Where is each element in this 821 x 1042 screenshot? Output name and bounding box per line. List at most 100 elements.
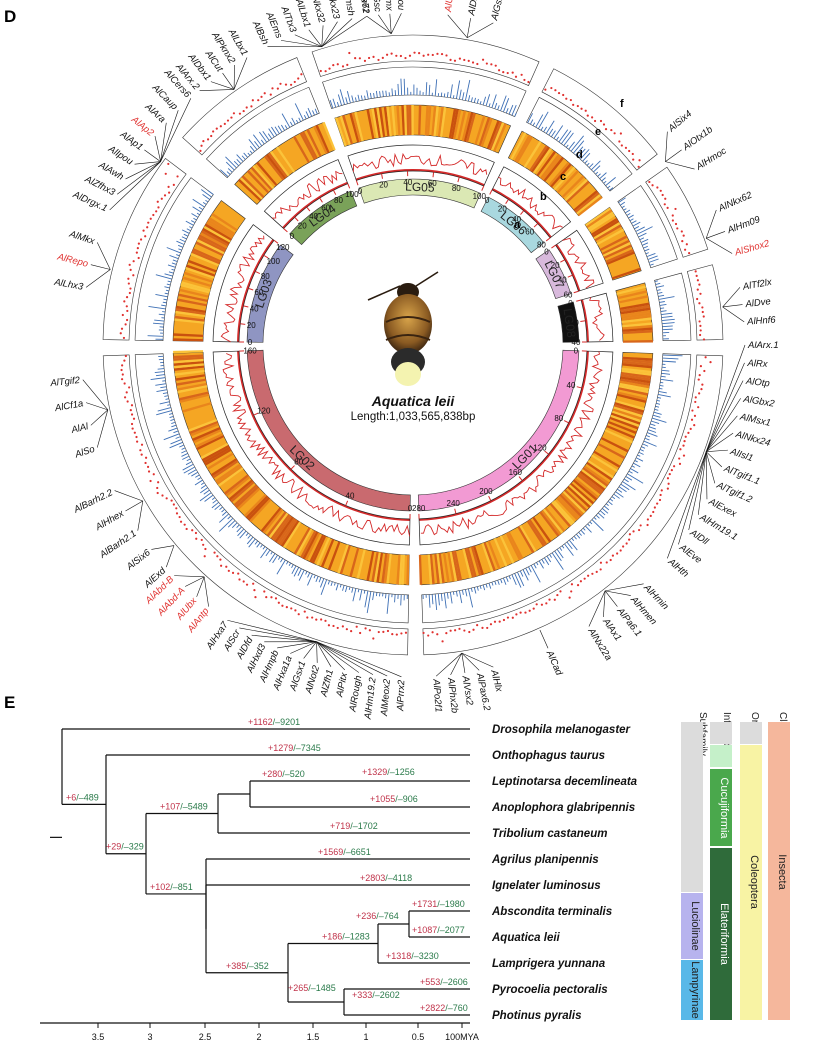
scatter-point	[699, 365, 702, 368]
bar-mark	[568, 141, 575, 150]
gene-leader	[316, 641, 318, 663]
bar-mark	[179, 444, 185, 448]
bar-mark	[449, 84, 453, 98]
scatter-point	[535, 603, 538, 606]
tick-mark	[454, 508, 457, 514]
bar-mark	[400, 594, 402, 606]
gene-label: AlPrrx2	[395, 679, 407, 712]
heatmap-cell	[304, 532, 321, 561]
firefly-image	[367, 271, 439, 386]
scatter-point	[701, 310, 704, 314]
tick-label: 0	[290, 232, 295, 241]
scatter-point	[557, 91, 561, 95]
scatter-point	[559, 590, 562, 593]
heatmap-cell	[548, 161, 570, 187]
gene-leader	[151, 545, 175, 550]
tick-label: 40	[558, 276, 567, 285]
scatter-point	[683, 440, 686, 443]
tick-label: 40	[572, 338, 581, 347]
heatmap-cell	[210, 458, 238, 477]
gene-leader	[90, 264, 111, 270]
bar-mark	[342, 585, 345, 591]
bar-mark	[256, 542, 261, 548]
bar-mark	[580, 529, 586, 535]
scatter-point	[602, 123, 606, 126]
bar-mark	[280, 124, 286, 131]
scatter-point	[160, 197, 163, 200]
scatter-point	[172, 183, 175, 186]
heatmap-cell	[418, 554, 423, 585]
branch-gain-loss: +1731/–1980	[412, 899, 465, 909]
heatmap-cell	[605, 248, 634, 263]
order-bar-other	[740, 722, 762, 744]
tick-mark	[432, 172, 435, 178]
gene-leader	[227, 619, 317, 643]
scatter-point	[467, 59, 470, 63]
scatter-point	[408, 54, 412, 57]
bar-mark	[617, 488, 623, 493]
heatmap-cell	[396, 554, 401, 585]
heatmap-cell	[550, 163, 572, 188]
gene-leader	[603, 590, 606, 617]
heatmap-cell	[386, 553, 392, 584]
bar-mark	[491, 94, 497, 108]
scatter-point	[404, 56, 407, 60]
tick-mark	[573, 290, 579, 294]
bar-mark	[536, 562, 539, 566]
bar-mark	[644, 248, 650, 252]
bar-mark	[643, 440, 657, 447]
bar-mark	[176, 240, 185, 245]
scatter-point	[550, 86, 553, 90]
scatter-point	[131, 427, 134, 430]
bar-mark	[187, 469, 197, 475]
loss-value: /–1485	[308, 983, 336, 993]
bar-mark	[482, 584, 486, 591]
scatter-point	[666, 477, 670, 480]
heatmap-cell	[383, 553, 390, 584]
scatter-point	[144, 235, 147, 238]
bar-mark	[147, 335, 164, 337]
tick-label: 20	[498, 205, 507, 214]
scatter-point	[652, 510, 655, 514]
bar-mark	[589, 521, 593, 525]
scatter-point	[694, 270, 697, 273]
bar-mark	[168, 271, 174, 274]
scatter-point	[220, 564, 223, 567]
branch-gain-loss: +6/–489	[66, 792, 99, 802]
scatter-point	[413, 51, 416, 54]
bar-mark	[618, 486, 627, 493]
bar-mark	[156, 389, 168, 393]
bar-mark	[239, 530, 247, 539]
scatter-point	[659, 493, 662, 497]
bar-mark	[293, 567, 300, 577]
scatter-point	[648, 180, 651, 184]
bar-mark	[654, 280, 658, 282]
bar-mark	[511, 105, 517, 116]
scatter-point	[545, 602, 548, 605]
loss-value: /–3230	[411, 951, 439, 961]
gene-leader	[290, 641, 317, 654]
loss-value: /–520	[282, 769, 305, 779]
heatmap-cell	[553, 166, 576, 191]
scatter-point	[385, 53, 389, 56]
scatter-point	[178, 515, 181, 519]
heatmap-cell	[549, 503, 572, 528]
bar-mark	[247, 152, 251, 156]
bar-mark	[175, 436, 181, 439]
heatmap-cell	[174, 318, 205, 324]
heatmap-cell	[349, 112, 360, 143]
scatter-point	[120, 368, 123, 372]
scatter-point	[345, 628, 348, 631]
bar-mark	[586, 162, 590, 166]
bar-mark	[298, 569, 305, 581]
tick-label: 20	[551, 261, 560, 270]
heatmap-cell	[619, 382, 650, 391]
karyotype-band	[417, 349, 580, 512]
species-label: Anoplophora glabripennis	[491, 802, 635, 814]
heatmap-cell	[334, 117, 347, 147]
gene-label: AlMkx	[67, 228, 97, 247]
bar-mark	[634, 226, 640, 230]
